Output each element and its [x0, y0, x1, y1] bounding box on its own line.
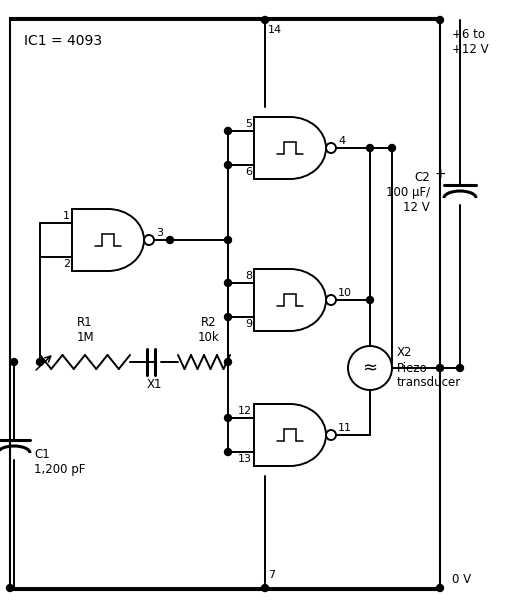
- Text: X2
Piezo
transducer: X2 Piezo transducer: [397, 347, 461, 390]
- Circle shape: [225, 280, 231, 286]
- Text: 1: 1: [63, 211, 70, 221]
- Text: C2
100 μF/
12 V: C2 100 μF/ 12 V: [386, 171, 430, 214]
- Circle shape: [348, 346, 392, 390]
- Circle shape: [36, 359, 44, 365]
- Circle shape: [326, 430, 336, 440]
- Circle shape: [225, 237, 231, 243]
- Text: 9: 9: [245, 319, 252, 329]
- Text: +: +: [434, 167, 446, 181]
- Text: 14: 14: [268, 25, 282, 35]
- Text: X1: X1: [146, 378, 162, 391]
- Circle shape: [326, 143, 336, 153]
- Text: ≈: ≈: [362, 359, 378, 377]
- Circle shape: [457, 364, 463, 371]
- Circle shape: [436, 584, 444, 592]
- Circle shape: [225, 359, 231, 365]
- Circle shape: [225, 162, 231, 169]
- Circle shape: [367, 145, 373, 151]
- Text: 10: 10: [338, 288, 352, 298]
- Circle shape: [225, 414, 231, 422]
- Text: C1
1,200 pF: C1 1,200 pF: [34, 448, 85, 477]
- Circle shape: [262, 584, 268, 592]
- Circle shape: [367, 296, 373, 304]
- Text: 13: 13: [238, 454, 252, 464]
- Circle shape: [262, 16, 268, 24]
- Circle shape: [436, 364, 444, 371]
- Text: 8: 8: [245, 271, 252, 281]
- Text: 4: 4: [338, 136, 345, 146]
- Circle shape: [326, 295, 336, 305]
- Text: 5: 5: [245, 119, 252, 129]
- Circle shape: [388, 145, 396, 151]
- Circle shape: [225, 128, 231, 134]
- Text: R1
1M: R1 1M: [76, 316, 94, 344]
- Circle shape: [144, 235, 154, 245]
- Circle shape: [225, 313, 231, 321]
- Circle shape: [225, 448, 231, 456]
- Text: 12: 12: [238, 406, 252, 416]
- Circle shape: [436, 16, 444, 24]
- Circle shape: [6, 584, 14, 592]
- Bar: [10, 18, 440, 590]
- Text: IC1 = 4093: IC1 = 4093: [24, 34, 102, 48]
- Text: 11: 11: [338, 423, 352, 433]
- Circle shape: [166, 237, 174, 243]
- Text: 6: 6: [245, 167, 252, 177]
- Circle shape: [10, 359, 18, 365]
- Text: R2
10k: R2 10k: [198, 316, 220, 344]
- Text: +6 to
+12 V: +6 to +12 V: [452, 28, 489, 56]
- Text: 7: 7: [268, 570, 275, 580]
- Text: 2: 2: [63, 259, 70, 269]
- Text: 3: 3: [156, 228, 163, 238]
- Text: 0 V: 0 V: [452, 573, 471, 586]
